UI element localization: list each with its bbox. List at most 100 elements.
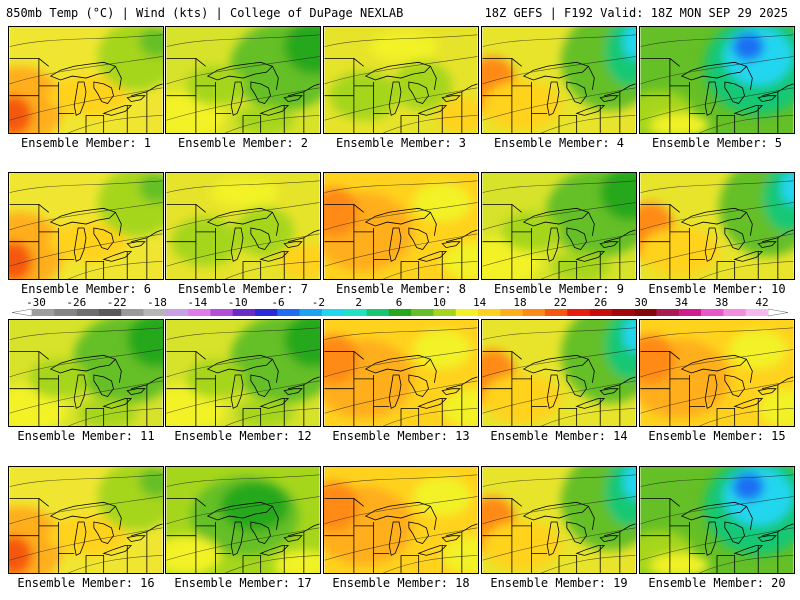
height-contours [640,474,794,573]
map-outlines [482,204,636,279]
map-outlines [324,498,478,573]
ensemble-panel-17: Ensemble Member: 17 [165,466,321,590]
height-contours [482,180,636,279]
panel-caption: Ensemble Member: 13 [332,429,470,443]
height-contours [324,34,478,133]
panel-caption: Ensemble Member: 19 [490,576,628,590]
colorbar-swatch [455,309,479,316]
colorbar-tick-label: 30 [634,296,647,309]
colorbar-swatch [165,309,189,316]
temperature-map [323,26,479,134]
panel-caption: Ensemble Member: 14 [490,429,628,443]
colorbar-swatch [411,309,434,316]
panel-caption: Ensemble Member: 20 [648,576,786,590]
temperature-map [165,26,321,134]
colorbar-swatch [567,309,590,316]
height-contours [166,474,320,573]
temperature-map [323,172,479,280]
colorbar-tick-label: -22 [107,296,127,309]
temperature-map [323,466,479,574]
panel-caption: Ensemble Member: 12 [174,429,312,443]
colorbar-swatch [478,309,501,316]
colorbar-tick-label: 26 [594,296,607,309]
colorbar-tick-label: 42 [755,296,768,309]
temperature-map [639,26,795,134]
map-outlines [9,351,163,426]
temperature-map [481,172,637,280]
colorbar-tick-label: 10 [433,296,446,309]
temperature-map [639,172,795,280]
colorbar-tick-label: -2 [312,296,325,309]
temperature-map [481,26,637,134]
panel-caption: Ensemble Member: 2 [177,136,309,150]
panel-caption: Ensemble Member: 16 [17,576,155,590]
colorbar-low-arrow [11,308,33,317]
panel-caption: Ensemble Member: 6 [20,282,152,296]
colorbar-tick-label: 2 [355,296,362,309]
temperature-map [8,466,164,574]
ensemble-panel-12: Ensemble Member: 12 [165,319,321,443]
colorbar-swatch [388,309,412,316]
height-contours [640,34,794,133]
colorbar-tick-label: 38 [715,296,728,309]
temperature-map [481,319,637,427]
map-outlines [640,498,794,573]
height-contours [482,34,636,133]
header-valid-time: 18Z GEFS | F192 Valid: 18Z MON SEP 29 20… [484,6,788,20]
ensemble-panel-6: Ensemble Member: 6 [8,172,164,296]
height-contours [166,180,320,279]
panel-caption: Ensemble Member: 4 [493,136,625,150]
colorbar-swatch [76,309,100,316]
ensemble-panel-18: Ensemble Member: 18 [323,466,479,590]
panel-caption: Ensemble Member: 11 [17,429,155,443]
colorbar-tick-label: 14 [473,296,487,309]
ensemble-panel-9: Ensemble Member: 9 [481,172,637,296]
header-title: 850mb Temp (°C) | Wind (kts) | College o… [6,6,404,20]
panel-caption: Ensemble Member: 5 [651,136,783,150]
colorbar-tick-label: 22 [554,296,567,309]
ensemble-panel-13: Ensemble Member: 13 [323,319,479,443]
colorbar-swatch [255,309,278,316]
ensemble-panel-4: Ensemble Member: 4 [481,26,637,150]
panel-caption: Ensemble Member: 18 [332,576,470,590]
temperature-map [8,26,164,134]
map-outlines [640,351,794,426]
height-contours [324,180,478,279]
map-outlines [482,498,636,573]
temperature-map [639,319,795,427]
height-contours [166,327,320,426]
height-contours [324,327,478,426]
panel-caption: Ensemble Member: 3 [335,136,467,150]
colorbar-swatch [745,309,769,316]
height-contours [482,474,636,573]
colorbar-swatch [701,309,724,316]
map-outlines [324,58,478,133]
height-contours [9,327,163,426]
colorbar-swatch [678,309,702,316]
ensemble-panel-8: Ensemble Member: 8 [323,172,479,296]
colorbar-high-arrow [767,308,789,317]
colorbar-swatch [522,309,546,316]
colorbar-tick-label: -18 [147,296,167,309]
colorbar-swatch [299,309,323,316]
ensemble-panel-20: Ensemble Member: 20 [639,466,795,590]
panel-caption: Ensemble Member: 15 [648,429,786,443]
map-outlines [324,351,478,426]
ensemble-panel-7: Ensemble Member: 7 [165,172,321,296]
colorbar-swatch [723,309,746,316]
temperature-map [639,466,795,574]
colorbar-swatch [232,309,256,316]
colorbar-swatch [277,309,300,316]
colorbar-tick-label: -26 [66,296,86,309]
colorbar-tick-label: 6 [396,296,403,309]
temperature-map [165,172,321,280]
colorbar-tick-label: -10 [228,296,248,309]
colorbar-swatch [634,309,657,316]
ensemble-panel-1: Ensemble Member: 1 [8,26,164,150]
colorbar-swatch [589,309,613,316]
ensemble-panel-10: Ensemble Member: 10 [639,172,795,296]
panel-caption: Ensemble Member: 8 [335,282,467,296]
height-contours [324,474,478,573]
colorbar-swatch [121,309,144,316]
map-outlines [166,204,320,279]
